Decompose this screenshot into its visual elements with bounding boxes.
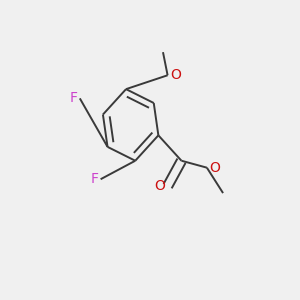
Text: F: F <box>70 92 77 105</box>
Text: O: O <box>154 179 165 193</box>
Text: O: O <box>209 161 220 175</box>
Text: F: F <box>90 172 98 186</box>
Text: O: O <box>170 68 181 82</box>
